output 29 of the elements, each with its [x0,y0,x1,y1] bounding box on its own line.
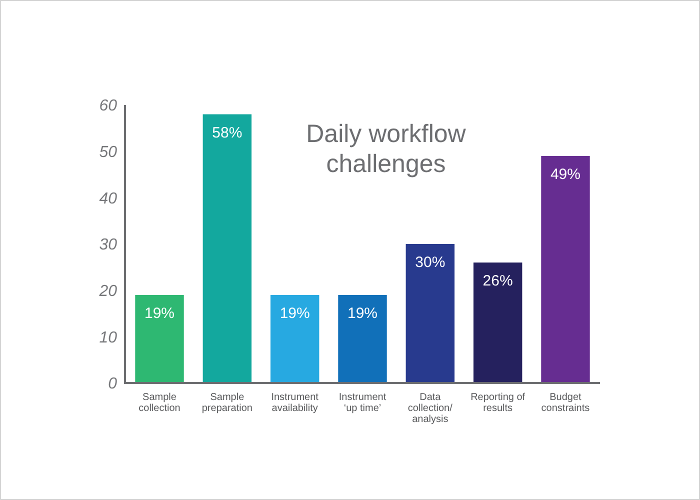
data-label: 58% [212,124,242,142]
x-tick-label: Sample preparation [202,392,252,414]
x-tick-label: Instrument ‘up time’ [338,392,386,414]
data-label: 26% [482,272,513,290]
x-tick-label: Reporting of results [470,392,526,414]
data-label: 19% [347,304,378,322]
bar [202,114,252,383]
y-tick-label: 40 [99,190,118,208]
data-label: 19% [144,304,175,322]
bar [406,244,455,383]
text: Daily workflow challenges [306,120,467,178]
y-tick-label: 10 [99,329,118,346]
bar [135,294,184,383]
bar [473,262,522,383]
x-tick-label: Instrument availability [271,392,319,414]
x-tick-label: Sample collection [138,392,180,414]
y-tick-label: 30 [99,236,118,254]
bar [541,156,590,383]
x-tick-label: Budget constraints [541,392,590,414]
bar [338,294,387,383]
y-tick-label: 20 [98,282,118,300]
y-tick-label: 60 [99,98,118,115]
data-label: 49% [550,166,581,183]
data-label: 19% [280,304,310,322]
x-tick-label: Data collection/ analysis [408,392,453,425]
data-label: 30% [415,254,446,271]
y-tick-label: 50 [99,144,118,161]
bar [270,294,320,383]
y-tick-label: 0 [108,376,118,393]
